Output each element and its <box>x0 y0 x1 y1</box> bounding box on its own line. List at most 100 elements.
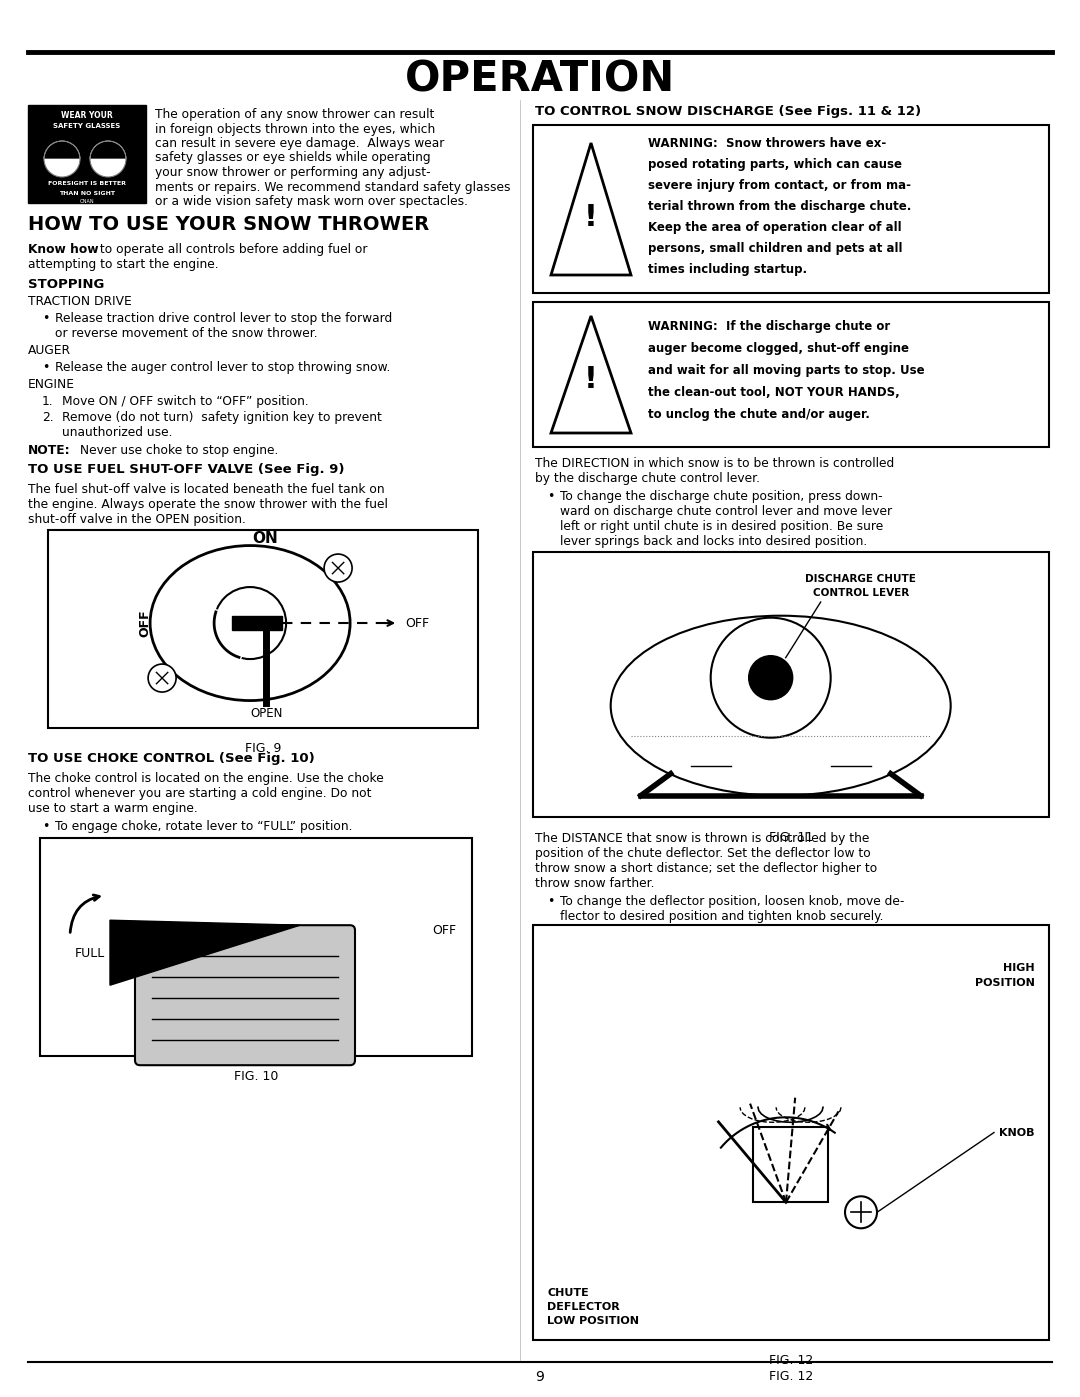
Text: CHUTE: CHUTE <box>546 1288 589 1298</box>
Text: Release the auger control lever to stop throwing snow.: Release the auger control lever to stop … <box>55 360 390 374</box>
Text: Keep the area of operation clear of all: Keep the area of operation clear of all <box>648 221 902 235</box>
Text: in foreign objects thrown into the eyes, which: in foreign objects thrown into the eyes,… <box>156 123 435 136</box>
Text: WARNING:  If the discharge chute or: WARNING: If the discharge chute or <box>648 320 890 332</box>
Text: ward on discharge chute control lever and move lever: ward on discharge chute control lever an… <box>561 504 892 518</box>
Text: to operate all controls before adding fuel or: to operate all controls before adding fu… <box>96 243 367 256</box>
Text: times including startup.: times including startup. <box>648 263 807 277</box>
Text: safety glasses or eye shields while operating: safety glasses or eye shields while oper… <box>156 151 431 165</box>
Bar <box>753 1127 828 1203</box>
Text: Remove (do not turn)  safety ignition key to prevent: Remove (do not turn) safety ignition key… <box>62 411 382 425</box>
Text: the clean-out tool, NOT YOUR HANDS,: the clean-out tool, NOT YOUR HANDS, <box>648 386 900 400</box>
Text: FIG. 12: FIG. 12 <box>769 1370 813 1383</box>
Text: FORESIGHT IS BETTER: FORESIGHT IS BETTER <box>48 182 126 186</box>
Text: DEFLECTOR: DEFLECTOR <box>546 1302 620 1312</box>
Text: OFF: OFF <box>432 923 456 937</box>
Text: STOPPING: STOPPING <box>28 278 105 291</box>
Bar <box>534 925 1049 1340</box>
Text: HIGH: HIGH <box>1003 963 1035 972</box>
Text: Never use choke to stop engine.: Never use choke to stop engine. <box>76 444 279 457</box>
Text: FULL: FULL <box>75 947 105 960</box>
Text: severe injury from contact, or from ma-: severe injury from contact, or from ma- <box>648 179 912 191</box>
Text: OFF: OFF <box>138 609 151 637</box>
Circle shape <box>324 555 352 583</box>
Polygon shape <box>551 316 631 433</box>
Text: The choke control is located on the engine. Use the choke: The choke control is located on the engi… <box>28 773 383 785</box>
Circle shape <box>148 664 176 692</box>
Text: TO CONTROL SNOW DISCHARGE (See Figs. 11 & 12): TO CONTROL SNOW DISCHARGE (See Figs. 11 … <box>535 105 921 117</box>
Ellipse shape <box>610 616 950 796</box>
Ellipse shape <box>150 546 350 700</box>
Circle shape <box>711 617 831 738</box>
Text: use to start a warm engine.: use to start a warm engine. <box>28 802 198 814</box>
Bar <box>534 552 1049 817</box>
Bar <box>534 124 1049 293</box>
Text: lever springs back and locks into desired position.: lever springs back and locks into desire… <box>561 535 867 548</box>
Text: !: ! <box>584 365 598 394</box>
Circle shape <box>748 655 793 700</box>
Text: KNOB: KNOB <box>999 1129 1035 1139</box>
Text: the engine. Always operate the snow thrower with the fuel: the engine. Always operate the snow thro… <box>28 497 388 511</box>
Text: FIG. 10: FIG. 10 <box>233 1070 279 1083</box>
Text: OFF: OFF <box>405 616 429 630</box>
Text: THAN NO SIGHT: THAN NO SIGHT <box>59 191 114 196</box>
Text: AUGER: AUGER <box>28 344 71 358</box>
Text: WEAR YOUR: WEAR YOUR <box>62 110 113 120</box>
Circle shape <box>845 1196 877 1228</box>
Text: TO USE CHOKE CONTROL (See Fig. 10): TO USE CHOKE CONTROL (See Fig. 10) <box>28 752 314 766</box>
Text: posed rotating parts, which can cause: posed rotating parts, which can cause <box>648 158 902 170</box>
Text: SAFETY GLASSES: SAFETY GLASSES <box>53 123 121 129</box>
Text: WARNING:  Snow throwers have ex-: WARNING: Snow throwers have ex- <box>648 137 887 149</box>
Bar <box>40 838 472 1056</box>
Bar <box>534 302 1049 447</box>
Text: OPERATION: OPERATION <box>405 59 675 101</box>
Text: LOW POSITION: LOW POSITION <box>546 1316 639 1326</box>
Text: FIG. 11: FIG. 11 <box>769 831 813 844</box>
Text: 1.: 1. <box>42 395 54 408</box>
Text: auger become clogged, shut-off engine: auger become clogged, shut-off engine <box>648 342 909 355</box>
Text: !: ! <box>584 203 598 232</box>
Text: To change the discharge chute position, press down-: To change the discharge chute position, … <box>561 490 882 503</box>
Text: OPEN: OPEN <box>249 707 282 719</box>
Text: ENGINE: ENGINE <box>28 379 75 391</box>
Text: or a wide vision safety mask worn over spectacles.: or a wide vision safety mask worn over s… <box>156 196 468 208</box>
Text: To change the deflector position, loosen knob, move de-: To change the deflector position, loosen… <box>561 895 904 908</box>
Polygon shape <box>551 142 631 275</box>
Text: can result in severe eye damage.  Always wear: can result in severe eye damage. Always … <box>156 137 444 149</box>
Circle shape <box>44 141 80 177</box>
Text: ments or repairs. We recommend standard safety glasses: ments or repairs. We recommend standard … <box>156 180 511 194</box>
Text: and wait for all moving parts to stop. Use: and wait for all moving parts to stop. U… <box>648 365 924 377</box>
Wedge shape <box>90 141 126 159</box>
Wedge shape <box>44 141 80 159</box>
Text: Release traction drive control lever to stop the forward: Release traction drive control lever to … <box>55 312 392 326</box>
FancyBboxPatch shape <box>135 925 355 1065</box>
Text: The fuel shut-off valve is located beneath the fuel tank on: The fuel shut-off valve is located benea… <box>28 483 384 496</box>
Bar <box>28 105 146 203</box>
Bar <box>48 529 478 728</box>
Text: ONAN: ONAN <box>80 198 94 204</box>
Text: The DISTANCE that snow is thrown is controlled by the: The DISTANCE that snow is thrown is cont… <box>535 833 869 845</box>
Text: position of the chute deflector. Set the deflector low to: position of the chute deflector. Set the… <box>535 847 870 861</box>
Text: CONTROL LEVER: CONTROL LEVER <box>812 588 908 598</box>
Text: •: • <box>42 312 50 326</box>
Circle shape <box>90 141 126 177</box>
Text: •: • <box>42 360 50 374</box>
Text: TRACTION DRIVE: TRACTION DRIVE <box>28 295 132 307</box>
Text: HOW TO USE YOUR SNOW THROWER: HOW TO USE YOUR SNOW THROWER <box>28 215 429 235</box>
Text: shut-off valve in the OPEN position.: shut-off valve in the OPEN position. <box>28 513 246 527</box>
Text: The DIRECTION in which snow is to be thrown is controlled: The DIRECTION in which snow is to be thr… <box>535 457 894 469</box>
Text: Move ON / OFF switch to “OFF” position.: Move ON / OFF switch to “OFF” position. <box>62 395 309 408</box>
Text: left or right until chute is in desired position. Be sure: left or right until chute is in desired … <box>561 520 883 534</box>
Text: 9: 9 <box>536 1370 544 1384</box>
Text: •: • <box>546 895 554 908</box>
Text: To engage choke, rotate lever to “FULL” position.: To engage choke, rotate lever to “FULL” … <box>55 820 352 833</box>
Text: The operation of any snow thrower can result: The operation of any snow thrower can re… <box>156 108 434 122</box>
Text: throw snow a short distance; set the deflector higher to: throw snow a short distance; set the def… <box>535 862 877 875</box>
Text: ON: ON <box>253 531 278 546</box>
Text: POSITION: POSITION <box>975 978 1035 988</box>
Text: by the discharge chute control lever.: by the discharge chute control lever. <box>535 472 760 485</box>
Text: or reverse movement of the snow thrower.: or reverse movement of the snow thrower. <box>55 327 318 339</box>
Text: FIG. 12: FIG. 12 <box>769 1354 813 1368</box>
Text: unauthorized use.: unauthorized use. <box>62 426 173 439</box>
Text: Know how: Know how <box>28 243 98 256</box>
Text: DISCHARGE CHUTE: DISCHARGE CHUTE <box>806 574 916 584</box>
